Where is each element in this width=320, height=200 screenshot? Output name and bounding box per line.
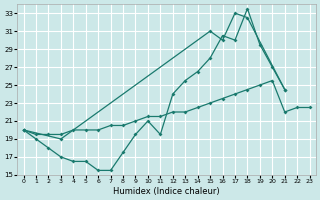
- X-axis label: Humidex (Indice chaleur): Humidex (Indice chaleur): [113, 187, 220, 196]
